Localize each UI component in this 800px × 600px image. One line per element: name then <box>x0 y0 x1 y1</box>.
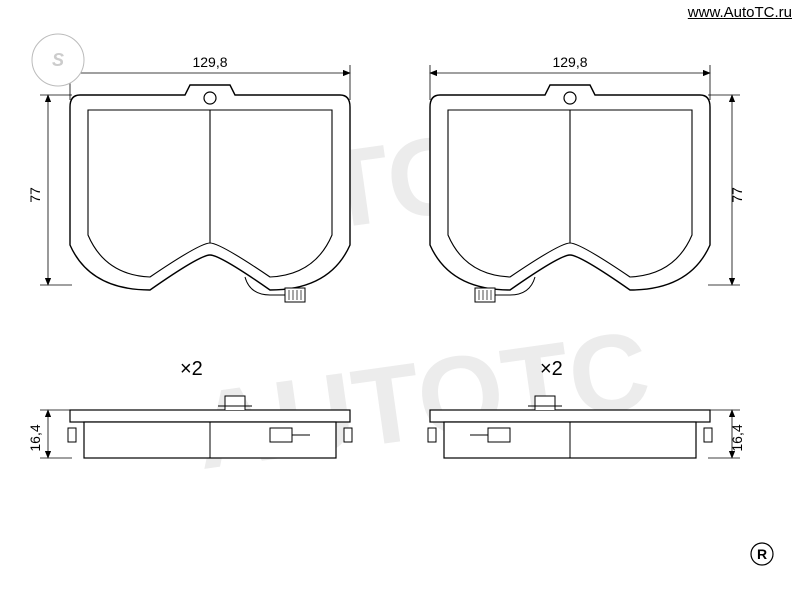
dim-thick-right: 16,4 <box>729 424 745 451</box>
page-root: AUTOTC AUTOTC www.AutoTC.ru 129,8 77 <box>0 0 800 600</box>
right-pad-side: 16,4 <box>428 396 745 458</box>
clip-left <box>218 396 252 410</box>
clip-right <box>528 396 562 410</box>
registered-mark: R <box>751 543 773 565</box>
right-pad-front: 129,8 77 <box>430 54 745 302</box>
left-pad-side: 16,4 <box>27 396 352 458</box>
svg-text:R: R <box>757 546 767 562</box>
left-pad-front: 129,8 77 <box>27 54 350 302</box>
dim-width-left: 129,8 <box>192 54 227 70</box>
dim-height-right: 77 <box>729 187 745 203</box>
brand-logo: S <box>32 34 84 86</box>
dim-thick-left: 16,4 <box>27 424 43 451</box>
multiplier-left: ×2 <box>180 358 203 380</box>
svg-text:S: S <box>52 50 64 70</box>
technical-drawing: 129,8 77 <box>0 0 800 600</box>
dim-width-right: 129,8 <box>552 54 587 70</box>
dim-height-left: 77 <box>27 187 43 203</box>
multiplier-right: ×2 <box>540 358 563 380</box>
